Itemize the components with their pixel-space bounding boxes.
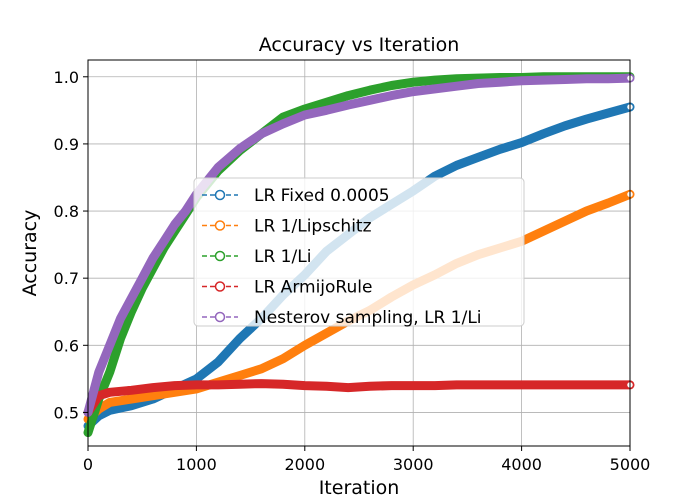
legend-marker (214, 311, 226, 323)
legend-marker (214, 220, 226, 231)
series-line-4 (83, 73, 635, 417)
series-line-3 (83, 379, 635, 417)
legend-marker (214, 281, 226, 292)
axis-ticks: 0 1000 2000 3000 4000 5000 0.5 0.6 0.7 0.8 0.9 1.0 (54, 68, 651, 474)
x-tick-label: 5000 (610, 455, 651, 474)
legend-entry: LR 1/Lipschitz (254, 217, 372, 237)
x-tick-label: 0 (83, 455, 93, 474)
x-tick-label: 4000 (501, 455, 542, 474)
legend-entry: LR ArmijoRule (254, 278, 372, 298)
legend-entry: LR Fixed 0.0005 (254, 186, 390, 206)
y-tick-label: 0.8 (54, 202, 79, 221)
legend-entry: LR 1/Li (254, 247, 311, 267)
y-tick-label: 0.7 (54, 269, 79, 288)
legend: LR Fixed 0.0005 LR 1/Lipschitz LR 1/Li LR A… (193, 177, 525, 328)
legend-marker (214, 250, 226, 262)
chart-title: Accuracy vs Iteration (259, 34, 460, 56)
x-tick-label: 1000 (176, 455, 217, 474)
legend-marker (214, 189, 226, 201)
y-tick-label: 0.6 (54, 336, 79, 355)
y-tick-label: 0.9 (54, 135, 79, 154)
y-axis-label: Accuracy (19, 210, 41, 297)
x-axis-label: Iteration (319, 477, 400, 499)
x-tick-label: 3000 (393, 455, 434, 474)
y-tick-label: 0.5 (54, 403, 79, 422)
x-tick-label: 2000 (284, 455, 325, 474)
legend-entry: Nesterov sampling, LR 1/Li (254, 308, 482, 328)
legend-box (193, 177, 525, 327)
plot-frame (87, 59, 631, 447)
y-tick-label: 1.0 (54, 68, 79, 87)
